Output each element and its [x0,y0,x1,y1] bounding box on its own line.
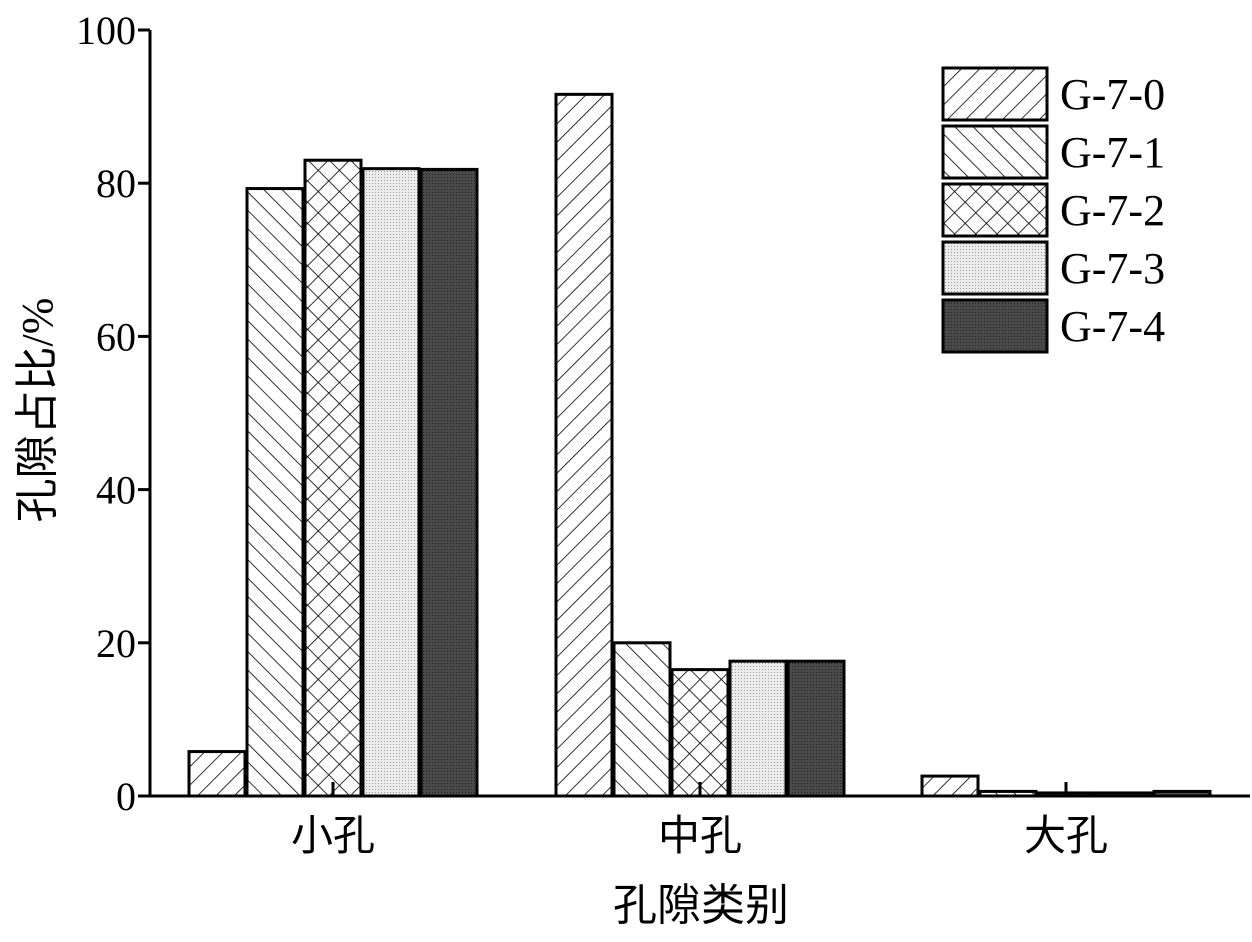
bar-g-7-1-1 [245,187,305,798]
bars-layer [187,92,1212,798]
y-tick-label: 80 [96,161,136,206]
x-tick-label: 大孔 [1024,814,1108,860]
x-tick-label: 小孔 [291,814,375,860]
y-axis-label: 孔隙占比/% [13,298,62,523]
legend-swatch-g-7-2 [941,182,1049,238]
bar-g-7-4-1 [419,167,479,798]
bar-g-7-0-2 [554,92,614,798]
legend: G-7-0 G-7-1 G-7-2 G-7-3 G-7-4 [941,66,1165,354]
legend-swatch-g-7-1 [941,124,1049,180]
y-tick-label: 100 [76,8,136,53]
bar-g-7-3-1 [361,167,421,798]
bar-g-7-4-2 [786,659,846,798]
legend-label: G-7-2 [1060,186,1165,235]
y-tick-label: 20 [96,621,136,666]
legend-swatch-g-7-3 [941,240,1049,296]
legend-swatch-g-7-4 [941,298,1049,354]
y-tick-label: 0 [116,774,136,819]
x-tick-label: 中孔 [658,814,742,860]
y-tick-label: 60 [96,314,136,359]
y-axis-ticks: 0 20 40 60 80 100 [76,8,150,819]
legend-label: G-7-4 [1060,302,1165,351]
bar-g-7-2-1 [303,158,363,798]
bar-g-7-0-1 [187,750,247,798]
bar-g-7-1-2 [612,641,672,798]
bar-g-7-0-3 [920,774,980,798]
legend-label: G-7-1 [1060,128,1165,177]
legend-label: G-7-0 [1060,70,1165,119]
y-tick-label: 40 [96,468,136,513]
bar-g-7-2-2 [670,668,730,798]
legend-label: G-7-3 [1060,244,1165,293]
x-axis-label: 孔隙类别 [613,881,789,930]
legend-swatch-g-7-0 [941,66,1049,122]
x-axis-ticks: 小孔 中孔 大孔 [291,782,1108,860]
bar-g-7-3-2 [728,659,788,798]
